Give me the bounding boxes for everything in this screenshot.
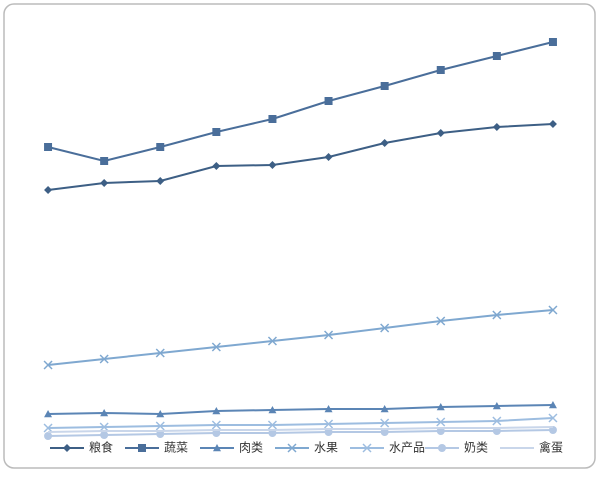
data-point bbox=[548, 401, 557, 409]
series-line bbox=[48, 429, 553, 437]
series-line bbox=[48, 426, 553, 433]
data-point bbox=[44, 410, 53, 418]
data-point bbox=[267, 336, 277, 346]
legend-label: 蔬菜 bbox=[164, 441, 188, 455]
data-point bbox=[212, 128, 221, 136]
data-point bbox=[492, 310, 502, 320]
data-point bbox=[44, 432, 53, 440]
data-point bbox=[156, 177, 165, 185]
data-point bbox=[436, 417, 446, 427]
data-point bbox=[100, 179, 109, 187]
data-point bbox=[380, 139, 389, 147]
data-point bbox=[43, 423, 53, 433]
data-point bbox=[436, 316, 446, 326]
data-point bbox=[436, 403, 445, 411]
data-point bbox=[43, 360, 53, 370]
data-point bbox=[155, 421, 165, 431]
data-point bbox=[212, 162, 221, 170]
data-point bbox=[156, 430, 165, 438]
legend-label: 奶类 bbox=[464, 441, 488, 455]
data-point bbox=[492, 123, 501, 131]
data-point bbox=[492, 416, 502, 426]
legend-label: 肉类 bbox=[239, 441, 263, 455]
data-point bbox=[492, 427, 501, 435]
data-point bbox=[324, 153, 333, 161]
data-point bbox=[548, 120, 557, 128]
legend-marker bbox=[362, 443, 372, 453]
data-point bbox=[436, 129, 445, 137]
data-point bbox=[380, 418, 390, 428]
legend-marker bbox=[63, 444, 71, 452]
legend-marker bbox=[138, 444, 146, 452]
data-point bbox=[268, 161, 277, 169]
data-point bbox=[212, 407, 221, 415]
data-point bbox=[100, 157, 109, 165]
data-point bbox=[492, 402, 501, 410]
legend-label: 禽蛋 bbox=[539, 440, 563, 455]
data-point bbox=[156, 143, 165, 151]
data-point bbox=[548, 413, 558, 423]
data-point bbox=[44, 143, 53, 151]
data-point bbox=[268, 429, 277, 437]
data-point bbox=[268, 406, 277, 414]
data-point bbox=[380, 82, 389, 90]
data-point bbox=[548, 38, 557, 46]
frame bbox=[3, 3, 596, 469]
legend-label: 水产品 bbox=[389, 441, 425, 455]
legend-label: 粮食 bbox=[89, 440, 113, 455]
data-point bbox=[380, 405, 389, 413]
data-point bbox=[380, 323, 390, 333]
data-point bbox=[100, 409, 109, 417]
data-point bbox=[156, 410, 165, 418]
series-line bbox=[47, 41, 554, 163]
data-point bbox=[99, 422, 109, 432]
data-point bbox=[211, 420, 221, 430]
data-point bbox=[492, 52, 501, 60]
legend-label: 水果 bbox=[314, 441, 338, 455]
series-line bbox=[48, 404, 553, 416]
data-point bbox=[548, 305, 558, 315]
series-line bbox=[48, 417, 554, 429]
data-point bbox=[324, 419, 334, 429]
data-point bbox=[380, 428, 389, 436]
data-point bbox=[99, 354, 109, 364]
legend-marker bbox=[438, 444, 446, 452]
legend-marker bbox=[287, 443, 297, 453]
data-point bbox=[44, 186, 53, 194]
data-point bbox=[268, 115, 277, 123]
data-point bbox=[155, 348, 165, 358]
data-point bbox=[324, 405, 333, 413]
data-point bbox=[324, 330, 334, 340]
data-point bbox=[211, 342, 221, 352]
legend-marker bbox=[213, 444, 221, 452]
series-line bbox=[47, 309, 554, 366]
data-point bbox=[100, 431, 109, 439]
series-line bbox=[47, 123, 554, 191]
data-point bbox=[436, 66, 445, 74]
data-point bbox=[267, 420, 277, 430]
data-point bbox=[324, 97, 333, 105]
